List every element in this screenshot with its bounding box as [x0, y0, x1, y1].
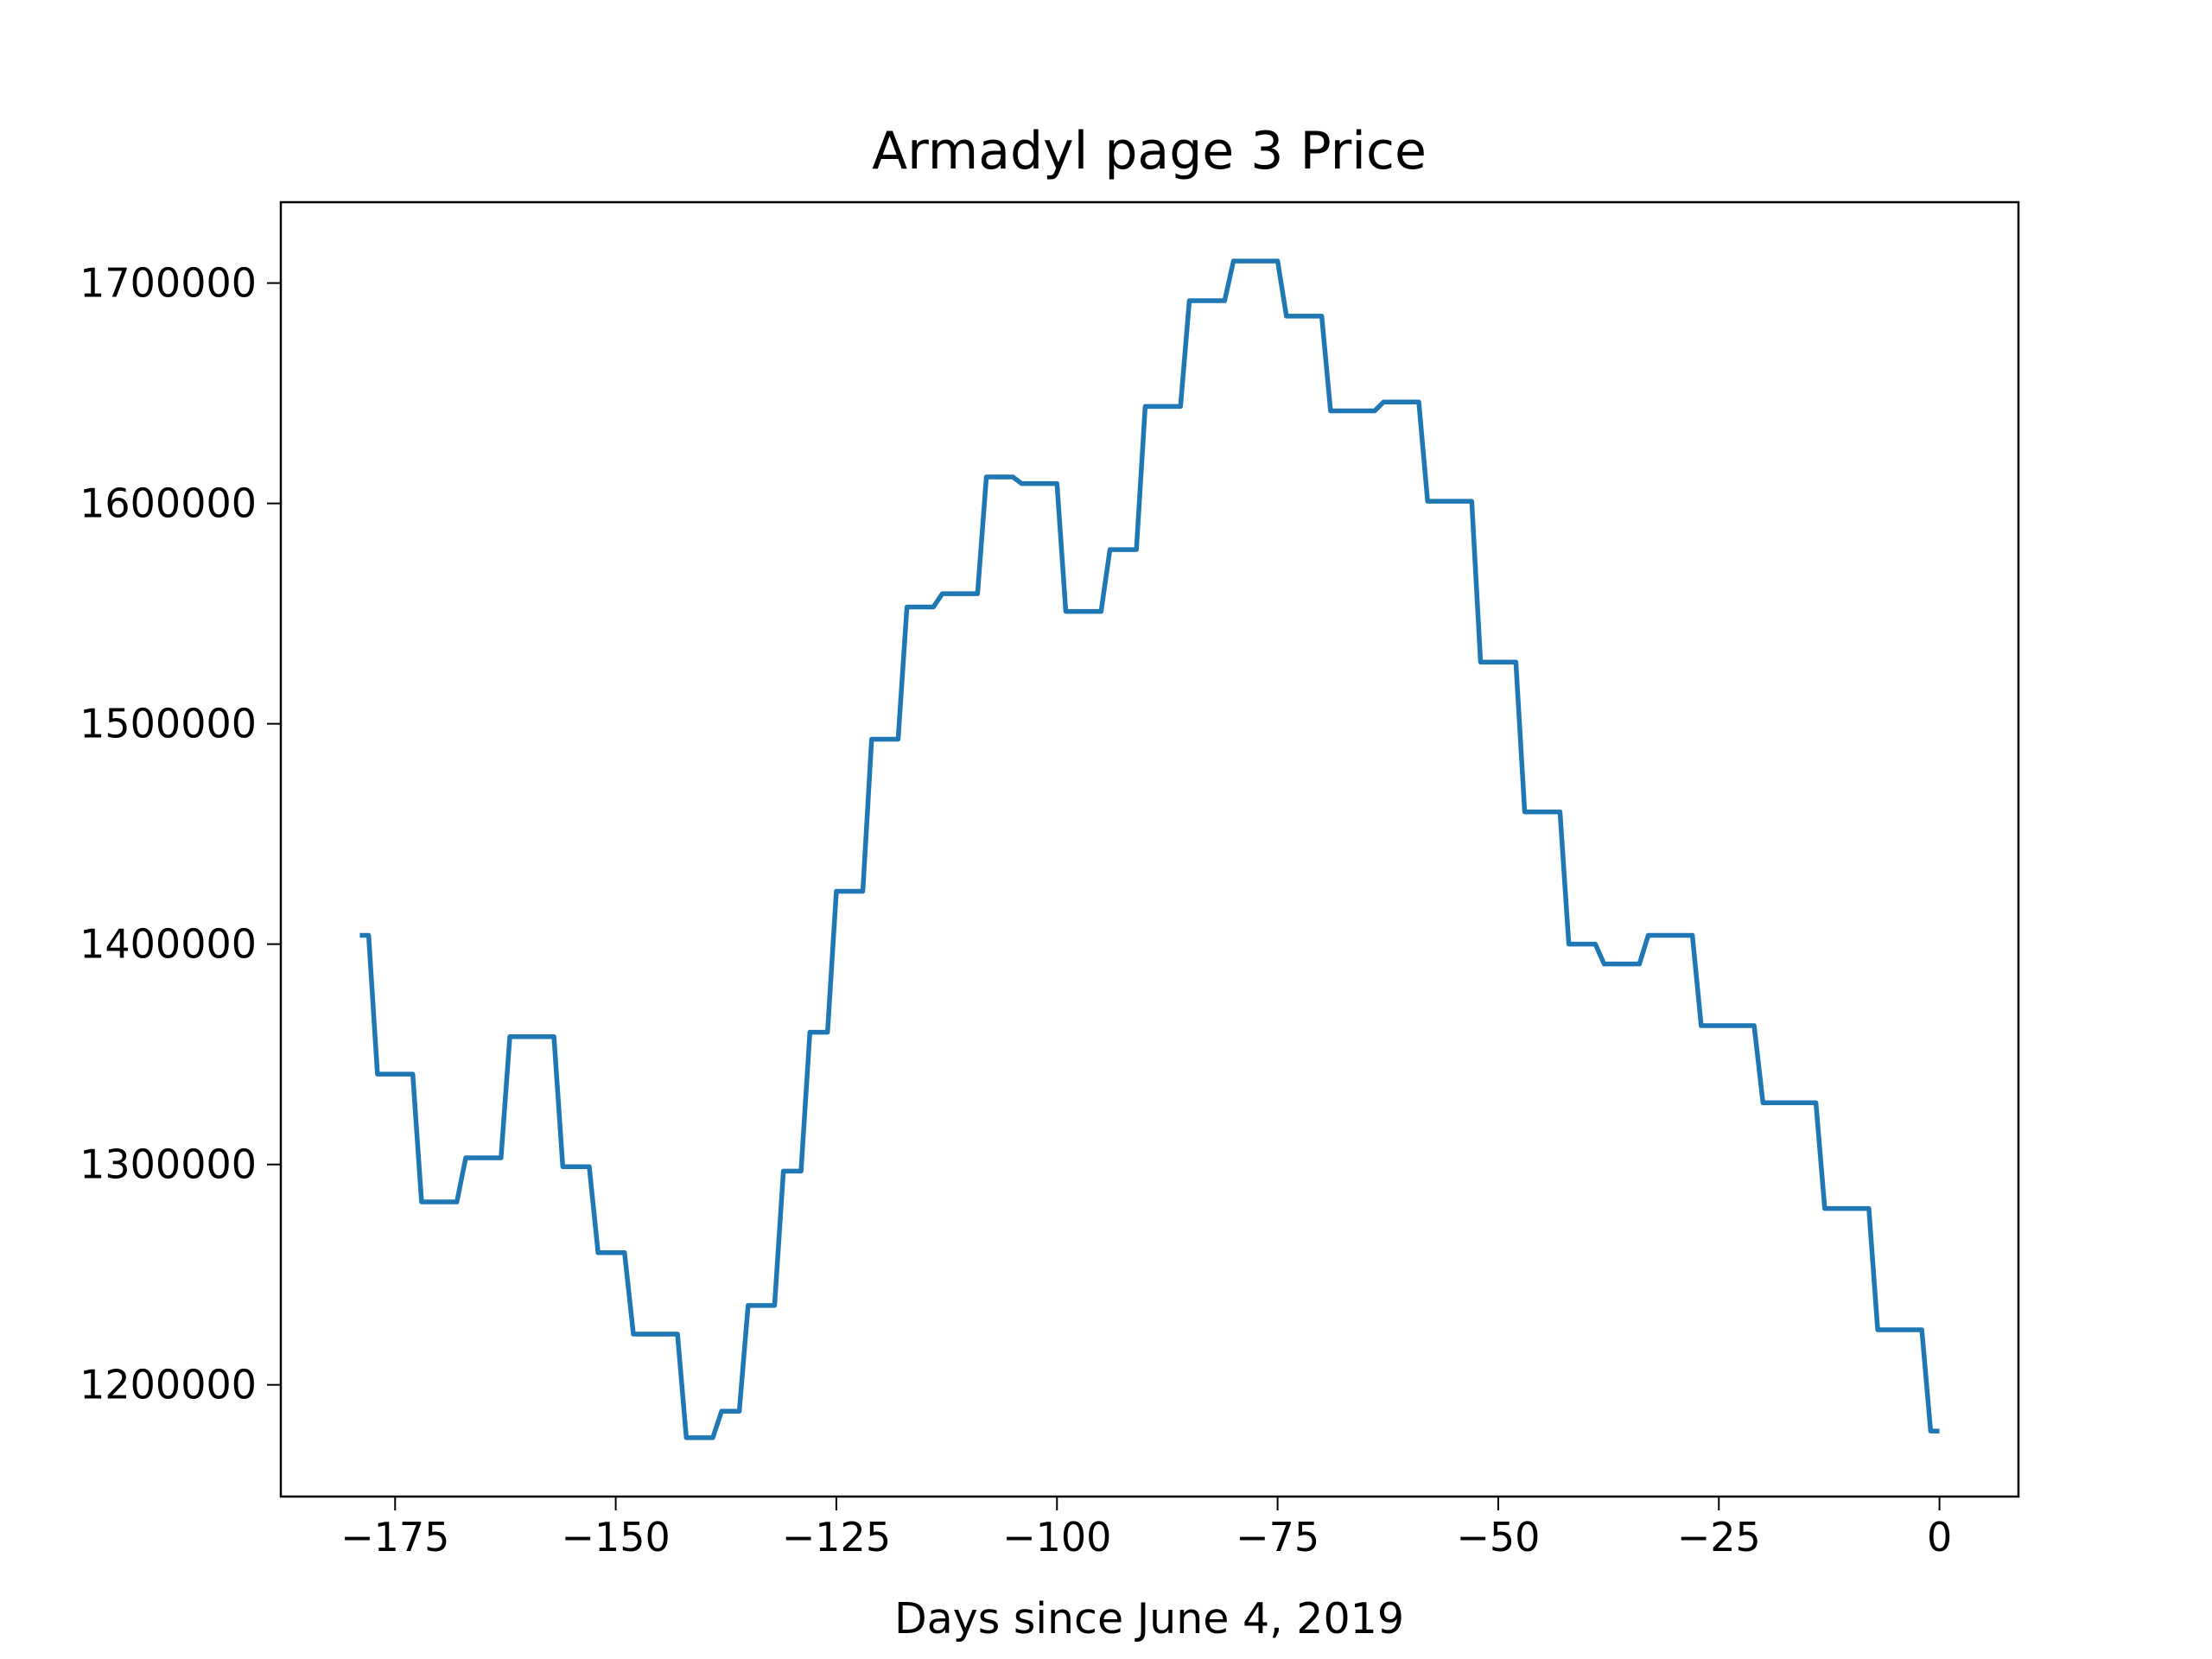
x-tick-label: −25	[1677, 1514, 1761, 1560]
y-tick-label: 1600000	[79, 480, 257, 527]
chart-title: Armadyl page 3 Price	[872, 121, 1427, 181]
y-tick-label: 1400000	[79, 921, 257, 968]
y-tick-label: 1300000	[79, 1141, 257, 1188]
plot-frame	[279, 200, 2020, 1498]
y-tick-label: 1500000	[79, 701, 257, 747]
y-tick-label: 1200000	[79, 1362, 257, 1408]
x-tick-label: −125	[782, 1514, 891, 1560]
x-tick-label: −75	[1236, 1514, 1319, 1560]
price-line	[359, 258, 1940, 1440]
x-tick-label: −175	[340, 1514, 449, 1560]
x-tick-label: −50	[1456, 1514, 1540, 1560]
x-tick-label: −150	[561, 1514, 670, 1560]
x-axis-label: Days since June 4, 2019	[894, 1594, 1404, 1643]
x-tick-label: 0	[1927, 1514, 1952, 1560]
y-tick-label: 1700000	[79, 260, 257, 307]
x-tick-label: −100	[1002, 1514, 1111, 1560]
